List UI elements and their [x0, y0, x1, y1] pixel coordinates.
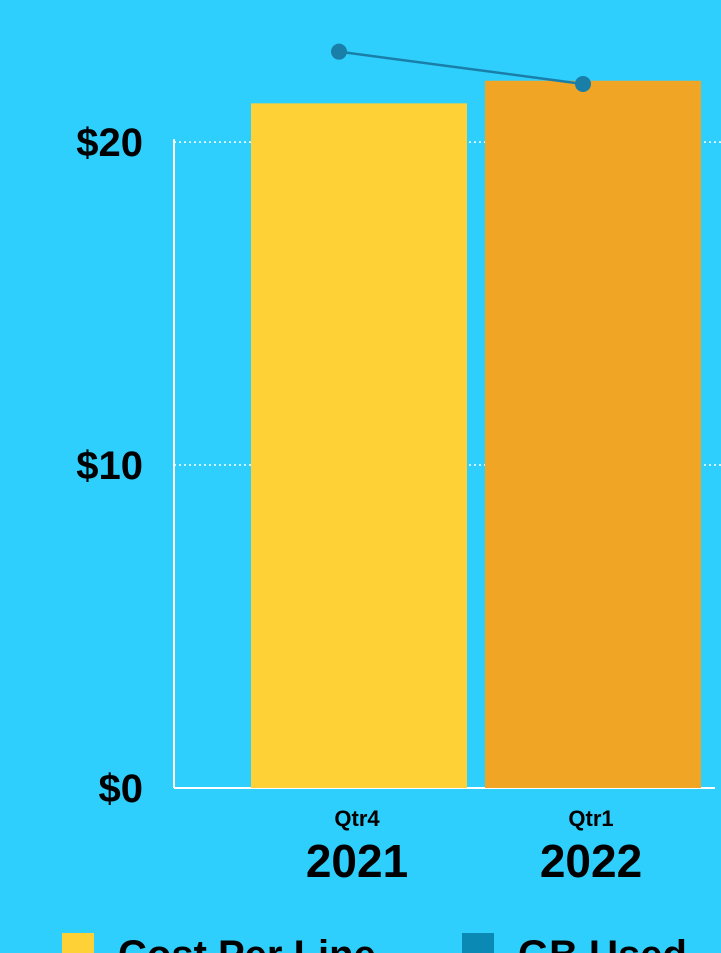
line-point	[575, 75, 591, 92]
y-tick-label: $20	[76, 121, 143, 165]
legend-label: GB Used	[518, 933, 687, 953]
line	[338, 50, 584, 86]
bar	[485, 80, 701, 789]
x-tick-label: 2021	[306, 835, 408, 887]
legend-swatch	[62, 933, 94, 953]
y-tick-label: $10	[76, 444, 143, 488]
y-tick-label: $0	[99, 767, 144, 811]
bar	[251, 103, 467, 789]
x-tick-label: Qtr4	[334, 806, 380, 831]
line-point	[331, 43, 347, 60]
legend-swatch	[462, 933, 494, 953]
x-tick-label: 2022	[540, 835, 642, 887]
legend-label: Cost Per Line	[118, 933, 376, 953]
x-tick-label: Qtr1	[568, 806, 613, 831]
